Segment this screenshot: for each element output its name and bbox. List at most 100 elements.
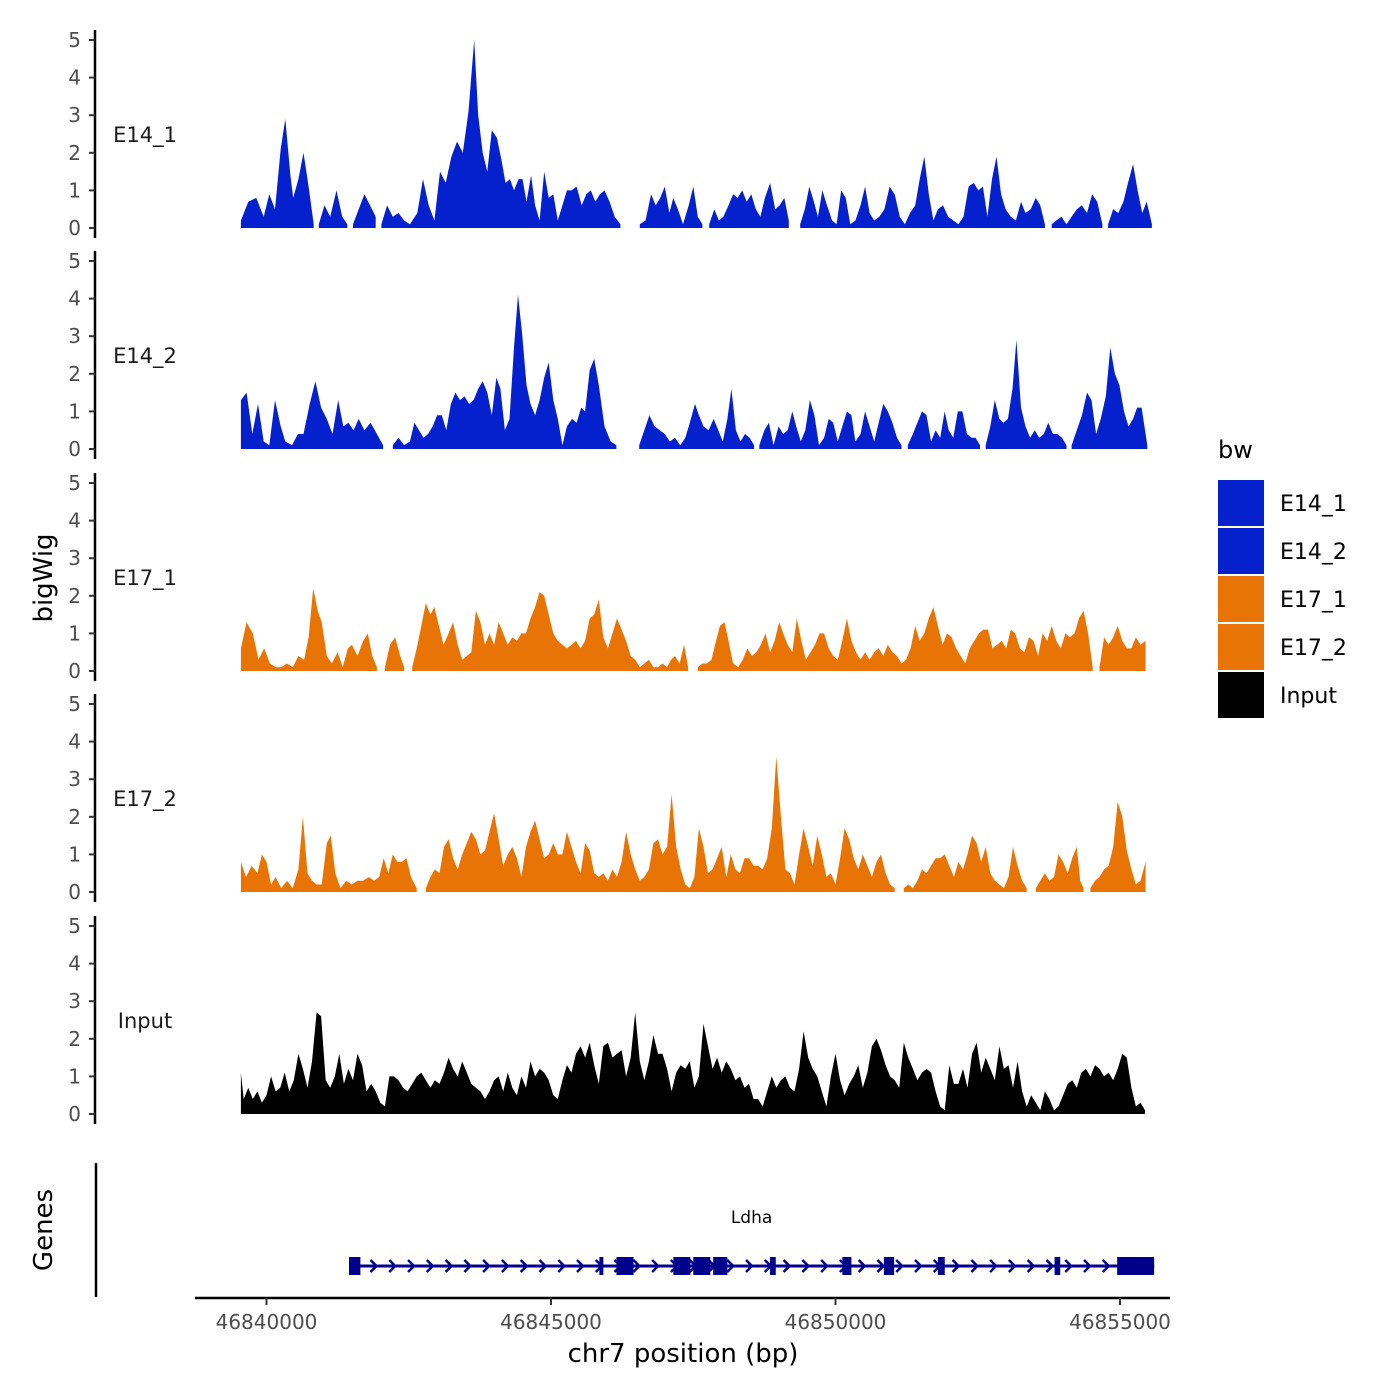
track-label: E17_1 (113, 566, 177, 591)
strand-arrow (482, 1259, 491, 1273)
genes-axis-title: Genes (29, 1189, 59, 1271)
strand-arrow (519, 1259, 529, 1273)
signal-area (709, 182, 789, 228)
strand-arrow (801, 1259, 811, 1273)
strand-arrow (576, 1259, 585, 1273)
legend-label: E14_1 (1280, 492, 1347, 517)
exon (599, 1257, 604, 1275)
signal-area (240, 816, 417, 892)
track-E14_1: 0 1 2 3 4 5 E14_1 (68, 28, 1152, 240)
legend-swatch (1218, 624, 1264, 670)
y-tick-label: 5 (68, 914, 81, 938)
strand-arrow (538, 1259, 548, 1273)
y-tick-label: 4 (68, 287, 81, 311)
signal-area (318, 190, 348, 228)
strand-arrow (726, 1259, 736, 1273)
y-tick-label: 3 (68, 767, 81, 791)
strand-arrow (1101, 1259, 1111, 1273)
gene-model: Ldha (349, 1208, 1155, 1275)
track-E17_2: 0 1 2 3 4 5 E17_2 (68, 692, 1146, 904)
x-axis: 46840000 46845000 46850000 46855000 chr7 po… (195, 1296, 1171, 1369)
signal-area (639, 388, 755, 449)
x-axis-title: chr7 position (bp) (568, 1339, 799, 1369)
strand-arrow (1045, 1259, 1055, 1273)
signal-area (759, 400, 902, 449)
signal-area (1035, 846, 1084, 892)
strand-arrow (989, 1259, 998, 1273)
y-tick-label: 1 (68, 1064, 81, 1088)
signal-area (425, 756, 895, 892)
signal-area (240, 588, 377, 671)
strand-arrow (369, 1259, 379, 1273)
y-tick-label: 2 (68, 1027, 81, 1051)
exon (937, 1257, 945, 1275)
track-label: E17_2 (113, 787, 177, 812)
strand-arrow (425, 1259, 435, 1273)
y-tick-label: 0 (68, 1102, 81, 1126)
strand-arrow (1064, 1259, 1073, 1273)
legend-label: E17_1 (1280, 588, 1347, 613)
y-tick-label: 4 (68, 66, 81, 90)
exon (883, 1257, 895, 1275)
strand-arrow (876, 1259, 886, 1273)
strand-arrow (782, 1259, 792, 1273)
signal-tracks: 0 1 2 3 4 5 E14_1 0 1 2 3 4 5 E14_2 0 1 2 3 4 5 E17_1 0 1 2 3 4 5 E… (68, 28, 1152, 1126)
exon (693, 1257, 711, 1275)
y-tick-label: 4 (68, 509, 81, 533)
signal-area (639, 186, 703, 228)
y-axis-title: bigWig (29, 533, 59, 622)
y-tick-label: 5 (68, 471, 81, 495)
y-tick-label: 2 (68, 584, 81, 608)
y-tick-label: 2 (68, 805, 81, 829)
y-tick-label: 1 (68, 621, 81, 645)
y-tick-label: 5 (68, 249, 81, 273)
legend-swatch (1218, 576, 1264, 622)
signal-area (412, 592, 689, 671)
y-tick-label: 4 (68, 952, 81, 976)
track-Input: 0 1 2 3 4 5 Input (68, 914, 1145, 1126)
y-tick-label: 1 (68, 399, 81, 423)
legend-label: E17_2 (1280, 636, 1347, 661)
y-tick-label: 1 (68, 178, 81, 202)
exon (1117, 1257, 1155, 1275)
x-tick-label: 46840000 (216, 1310, 318, 1334)
legend-items: E14_1 E14_2 E17_1 E17_2 Input (1218, 480, 1347, 718)
strand-arrow (388, 1259, 398, 1273)
legend-swatch (1218, 672, 1264, 718)
genes-panel: Genes Ldha (29, 1163, 1155, 1297)
signal-area (353, 194, 376, 228)
strand-arrow (1008, 1259, 1017, 1273)
strand-arrow (463, 1259, 473, 1273)
strand-arrow (857, 1259, 867, 1273)
strand-arrow (501, 1259, 510, 1273)
y-tick-label: 0 (68, 880, 81, 904)
signal-area (384, 637, 405, 671)
exon (842, 1257, 852, 1275)
signal-area (907, 411, 980, 449)
y-tick-label: 1 (68, 842, 81, 866)
y-tick-label: 4 (68, 730, 81, 754)
signal-area (240, 381, 384, 449)
y-tick-label: 2 (68, 362, 81, 386)
strand-arrow (1026, 1259, 1036, 1273)
legend: bw E14_1 E14_2 E17_1 E17_2 Input (1218, 436, 1347, 718)
signal-area (903, 835, 1027, 892)
track-E17_1: 0 1 2 3 4 5 E17_1 (68, 471, 1146, 683)
track-label: E14_2 (113, 344, 177, 369)
track-E14_2: 0 1 2 3 4 5 E14_2 (68, 249, 1148, 461)
signal-area (697, 607, 1093, 671)
signal-area (1071, 347, 1148, 449)
signal-area (392, 294, 617, 449)
signal-area (1090, 801, 1146, 892)
y-tick-label: 5 (68, 692, 81, 716)
signal-area (1108, 164, 1152, 228)
y-tick-label: 0 (68, 216, 81, 240)
x-ticks: 46840000 46845000 46850000 46855000 (216, 1298, 1171, 1334)
strand-arrow (632, 1259, 642, 1273)
exon (673, 1257, 691, 1275)
strand-arrow (820, 1259, 829, 1273)
x-tick-label: 46850000 (785, 1310, 887, 1334)
strand-arrow (1083, 1259, 1092, 1273)
exon (770, 1257, 776, 1275)
